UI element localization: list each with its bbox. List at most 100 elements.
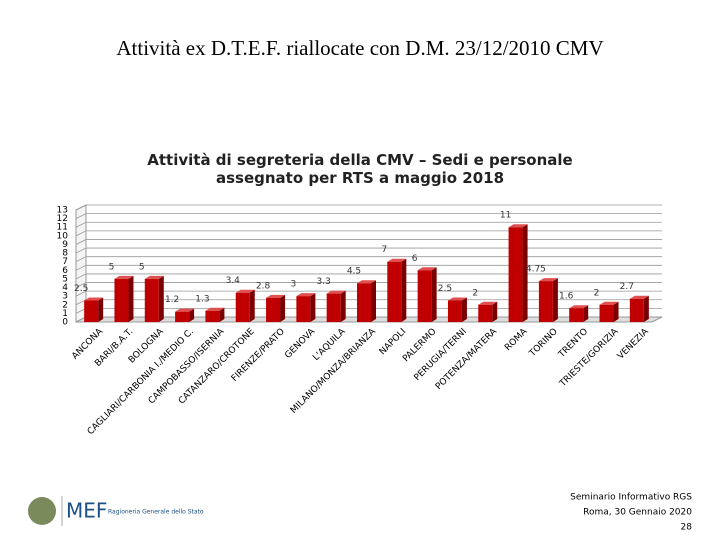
- bar-side: [158, 275, 164, 322]
- bar: [84, 297, 104, 322]
- bar-top: [205, 307, 225, 311]
- bar-side: [461, 297, 467, 322]
- bar-front: [266, 297, 281, 322]
- value-label: 1.3: [195, 294, 209, 304]
- y-tick-label: 3: [62, 292, 68, 302]
- bar-side: [249, 289, 255, 322]
- bar: [144, 275, 164, 322]
- bar-top: [357, 280, 376, 284]
- bar-side: [522, 224, 528, 322]
- bar: [629, 295, 649, 322]
- y-tick-label: 6: [62, 266, 68, 276]
- bar-side: [340, 290, 346, 322]
- bar-top: [266, 294, 286, 298]
- bar: [235, 289, 255, 322]
- footer: Seminario Informativo RGS: [570, 493, 692, 503]
- grid-line: [75, 273, 662, 280]
- bar: [114, 275, 134, 322]
- bar-top: [508, 224, 528, 228]
- bar-top: [235, 289, 255, 293]
- y-tick-label: 8: [62, 249, 68, 259]
- bar-front: [326, 293, 341, 322]
- bar-top: [538, 278, 558, 282]
- y-tick-label: 4: [62, 283, 68, 293]
- bar-top: [326, 290, 346, 294]
- bar-front: [205, 310, 220, 322]
- y-tick-label: 2: [62, 300, 68, 310]
- x-tick-label: PERUGIA/TERNI: [413, 327, 469, 383]
- bar-front: [357, 283, 371, 322]
- bar-side: [492, 301, 498, 322]
- logo-caption: Ragioneria Generale dello Stato: [108, 509, 204, 516]
- y-tick-label: 9: [62, 240, 68, 250]
- bar-front: [629, 298, 644, 322]
- x-tick-label: NAPOLI: [378, 327, 408, 357]
- bar-side: [552, 278, 558, 322]
- bar-side: [128, 275, 134, 322]
- bar-front: [508, 227, 523, 322]
- value-label: 2: [472, 288, 478, 298]
- y-tick-label: 10: [57, 231, 69, 241]
- bar-front: [235, 292, 250, 322]
- bar-side: [613, 301, 619, 322]
- slide-title: Attività ex D.T.E.F. riallocate con D.M.…: [116, 36, 603, 60]
- value-label: 7: [381, 245, 387, 255]
- value-label: 4.75: [526, 265, 546, 275]
- grid-line: [75, 204, 662, 211]
- bar: [266, 294, 286, 322]
- bar-top: [144, 275, 164, 279]
- bar-side: [310, 293, 316, 322]
- chart-title: Attività di segreteria della CMV – Sedi …: [147, 151, 572, 187]
- value-label: 3: [291, 280, 297, 290]
- y-tick-label: 0: [62, 318, 68, 328]
- value-label: 2.7: [620, 282, 634, 292]
- value-label: 1.2: [165, 295, 179, 305]
- bar: [357, 280, 376, 322]
- x-tick-label: POTENZA/MATERA: [434, 326, 500, 392]
- y-tick-label: 5: [62, 274, 68, 284]
- bar: [599, 301, 619, 322]
- bar-front: [175, 311, 190, 322]
- value-label: 11: [500, 211, 511, 221]
- bar-top: [296, 293, 316, 297]
- bar-top: [599, 301, 619, 305]
- grid-line: [75, 256, 662, 263]
- value-label: 2: [594, 288, 600, 298]
- grid-line: [75, 247, 662, 254]
- bar: [417, 267, 437, 322]
- bar: [296, 293, 316, 322]
- bar-front: [538, 281, 553, 322]
- value-label: 3.4: [226, 276, 241, 286]
- grid-line: [75, 290, 662, 297]
- bar: [326, 290, 346, 322]
- bar-side: [371, 280, 376, 322]
- grid-line: [75, 221, 662, 228]
- grid-line: [75, 230, 662, 237]
- bar-top: [629, 295, 649, 299]
- bar-side: [280, 294, 286, 322]
- bar-front: [144, 278, 159, 322]
- grid-line: [75, 213, 662, 219]
- bar-side: [583, 305, 589, 322]
- bar-side: [401, 258, 407, 322]
- bar-side: [643, 295, 649, 322]
- grid-line: [75, 239, 662, 245]
- bar: [478, 301, 498, 322]
- x-tick-label: FIRENZE/PRATO: [230, 327, 287, 384]
- bar-front: [569, 308, 584, 322]
- footer: 28: [681, 523, 693, 533]
- bar-top: [387, 258, 407, 262]
- value-label: 5: [139, 262, 145, 272]
- bar-top: [447, 297, 467, 301]
- y-tick-label: 11: [57, 223, 68, 233]
- bar-front: [296, 296, 311, 322]
- bar: [538, 278, 558, 322]
- bar-top: [84, 297, 104, 301]
- value-label: 5: [109, 262, 115, 272]
- bar-front: [478, 304, 493, 322]
- x-tick-label: ROMA: [503, 326, 530, 353]
- value-label: 4.5: [347, 267, 361, 277]
- value-label: 1.6: [559, 292, 574, 302]
- bar-top: [478, 301, 498, 305]
- logo: MEF: [66, 499, 107, 523]
